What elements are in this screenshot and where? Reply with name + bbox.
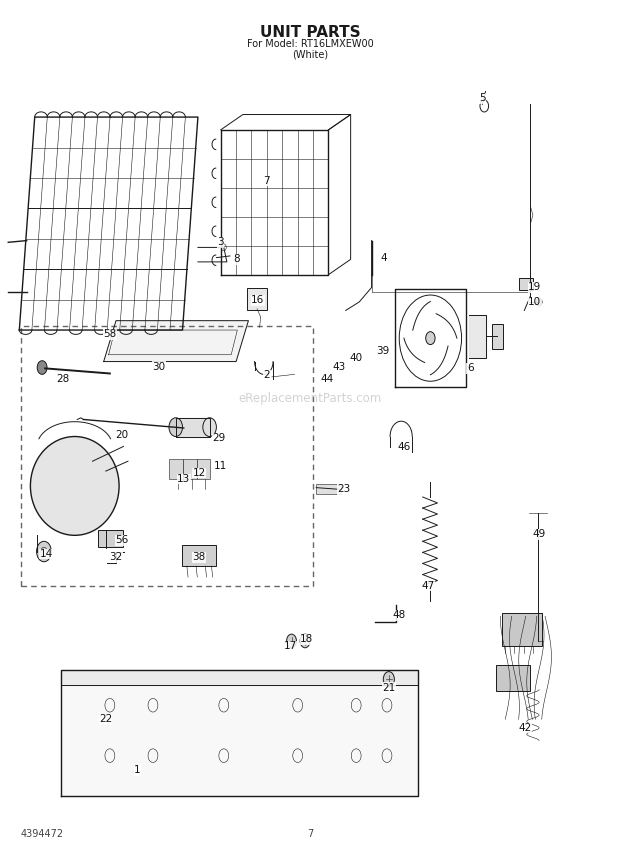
Circle shape [383,672,394,687]
Text: 8: 8 [232,254,239,265]
Text: 18: 18 [300,634,314,645]
Text: 38: 38 [193,552,206,562]
Bar [20,326,313,586]
Text: 12: 12 [193,468,206,479]
Polygon shape [61,670,418,686]
Circle shape [300,634,310,648]
Text: UNIT PARTS: UNIT PARTS [260,25,360,40]
Text: 13: 13 [177,474,190,484]
Text: 44: 44 [321,373,334,383]
Text: 49: 49 [533,530,546,539]
Circle shape [169,418,182,437]
Polygon shape [175,418,210,437]
Circle shape [37,360,47,374]
Text: 23: 23 [337,484,350,494]
Text: 6: 6 [467,363,474,373]
Text: 58: 58 [103,330,117,339]
Circle shape [37,541,51,562]
Circle shape [203,418,216,437]
Polygon shape [104,321,249,361]
Ellipse shape [30,437,119,535]
FancyBboxPatch shape [247,288,267,311]
Text: 17: 17 [284,641,297,651]
Circle shape [426,331,435,345]
Bar [182,544,216,566]
Text: 7: 7 [307,829,313,839]
Circle shape [536,298,542,306]
Text: 28: 28 [56,373,69,383]
Text: 3: 3 [218,237,224,247]
Text: 40: 40 [350,354,363,363]
Bar [316,484,341,495]
Text: 1: 1 [135,765,141,776]
Text: 47: 47 [422,580,435,591]
Bar [520,278,533,290]
Bar [492,324,503,349]
Text: 43: 43 [333,362,346,372]
Bar [183,459,197,479]
Text: eReplacementParts.com: eReplacementParts.com [238,392,382,405]
Polygon shape [469,315,486,358]
Text: 42: 42 [519,722,532,733]
Text: 11: 11 [214,461,228,472]
Text: 21: 21 [382,683,396,693]
Text: 4394472: 4394472 [20,829,64,839]
Text: 19: 19 [528,282,541,293]
Text: 46: 46 [397,442,410,452]
Text: 10: 10 [528,297,541,307]
Text: 16: 16 [251,295,264,306]
Text: 32: 32 [109,552,123,562]
Text: 30: 30 [153,362,166,372]
Bar [169,459,182,479]
Text: (White): (White) [292,50,328,60]
Bar [97,530,123,547]
Text: 48: 48 [392,610,406,621]
Polygon shape [61,670,418,796]
Text: 5: 5 [479,93,485,104]
Text: 4: 4 [381,253,388,263]
Bar [496,665,530,691]
Text: 22: 22 [99,714,112,724]
Text: 14: 14 [40,549,53,559]
Text: For Model: RT16LMXEW00: For Model: RT16LMXEW00 [247,39,373,49]
Text: 39: 39 [376,347,389,356]
Bar [502,614,542,645]
Bar [197,459,210,479]
Text: 7: 7 [264,176,270,186]
Text: 2: 2 [264,370,270,380]
Circle shape [286,634,296,648]
Text: 20: 20 [115,430,129,440]
Text: 29: 29 [212,433,226,443]
Text: 56: 56 [115,536,129,545]
